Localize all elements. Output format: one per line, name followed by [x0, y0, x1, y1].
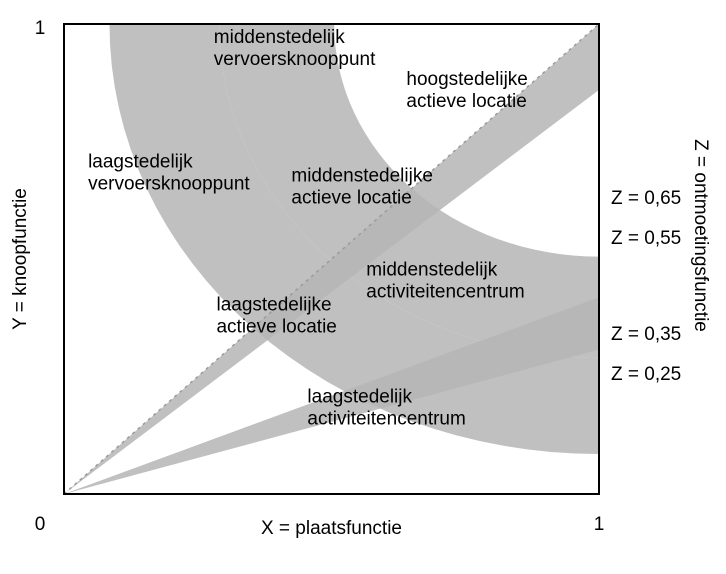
x-axis-title: X = plaatsfunctie [261, 518, 402, 539]
z-label: Z = 0,25 [611, 364, 681, 385]
diagram-svg: 0 1 1 X = plaatsfunctie Y = knoopfunctie… [0, 0, 726, 574]
y-axis-title: Y = knoopfunctie [10, 188, 31, 330]
z-axis-title: Z = ontmoetingsfunctie [690, 139, 711, 332]
y-top-label: 1 [35, 18, 46, 39]
z-label: Z = 0,35 [611, 324, 681, 345]
z-label: Z = 0,65 [611, 188, 681, 209]
origin-label: 0 [35, 514, 46, 535]
middenstedelijk-vervoersknooppunt: middenstedelijkvervoersknooppunt [214, 27, 376, 70]
laagstedelijke-actieve-locatie: laagstedelijkeactieve locatie [216, 295, 336, 338]
z-labels-group: Z = 0,65 Z = 0,55 Z = 0,35 Z = 0,25 [611, 188, 681, 385]
x-right-label: 1 [594, 514, 605, 535]
z-label: Z = 0,55 [611, 228, 681, 249]
middenstedelijke-actieve-locatie: middenstedelijkeactieve locatie [291, 165, 433, 208]
hoogstedelijke-actieve-locatie: hoogstedelijkeactieve locatie [406, 69, 527, 112]
